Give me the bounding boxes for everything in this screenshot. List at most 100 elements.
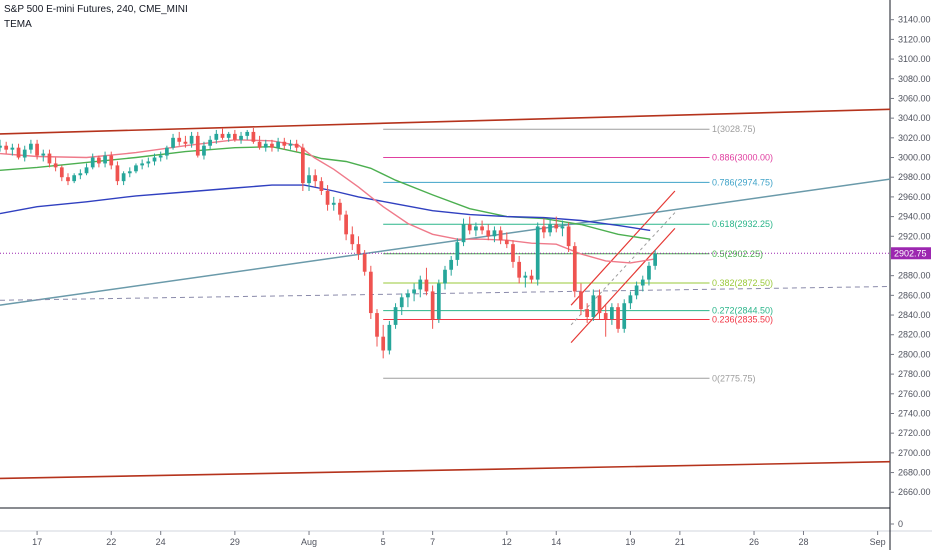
fib-level-label: 0(2775.75) <box>712 373 756 383</box>
candle-body <box>0 145 2 148</box>
y-tick-label: 3140.00 <box>898 15 931 25</box>
candle-body <box>16 147 21 158</box>
y-tick-label: 2880.00 <box>898 271 931 281</box>
candle-body <box>84 167 89 174</box>
candle-body <box>535 226 540 280</box>
y-tick-label: 3000.00 <box>898 153 931 163</box>
candle-body <box>127 171 132 174</box>
candle-body <box>220 133 225 138</box>
y-tick-label: 2700.00 <box>898 448 931 458</box>
candle-body <box>282 141 287 146</box>
candle-body <box>276 141 280 148</box>
fibonacci-retracement[interactable]: 1(3028.75) 0.886(3000.00) 0.786(2974.75) 0.… <box>383 124 773 383</box>
candle-body <box>504 240 509 245</box>
candle-body <box>467 224 472 231</box>
candle-body <box>647 265 651 280</box>
candle-body <box>406 293 410 298</box>
candle-body <box>72 175 77 182</box>
candle-body <box>331 202 336 205</box>
candle-body <box>653 254 657 266</box>
x-tick-label: 29 <box>230 537 240 547</box>
candle-body <box>90 157 95 168</box>
candle-body <box>300 147 305 184</box>
candle-body <box>399 297 404 308</box>
candle-body <box>480 226 484 231</box>
channel-lower-line <box>0 460 891 480</box>
candle-body <box>597 295 602 314</box>
fib-level-label: 1(3028.75) <box>712 124 756 134</box>
candle-body <box>257 141 262 148</box>
y-tick-label: 3120.00 <box>898 34 931 44</box>
candle-body <box>288 143 293 146</box>
ma-blue-line <box>0 184 651 232</box>
candle-body <box>103 155 107 164</box>
candle-body <box>226 133 231 138</box>
candle-body <box>566 226 571 247</box>
dashed-support-line <box>0 285 891 301</box>
candle-body <box>542 226 546 233</box>
candle-body <box>603 313 608 319</box>
candle-body <box>233 133 237 140</box>
candle-body <box>134 165 138 172</box>
candle-body <box>41 153 46 156</box>
candle-body <box>381 336 386 351</box>
y-tick-label: 3020.00 <box>898 133 931 143</box>
fib-level-label: 0.236(2835.50) <box>712 314 773 324</box>
candle-body <box>78 173 83 176</box>
candle-body <box>146 161 151 164</box>
drawings[interactable] <box>0 108 891 480</box>
candle-body <box>560 226 565 229</box>
candle-body <box>579 291 583 310</box>
candle-body <box>338 202 342 215</box>
fib-level-label: 0.618(2932.25) <box>712 219 773 229</box>
candle-body <box>251 131 256 142</box>
candle-body <box>622 303 627 329</box>
y-tick-label: 2840.00 <box>898 310 931 320</box>
trend-line <box>0 178 891 306</box>
y-tick-label: 2940.00 <box>898 212 931 222</box>
rising-channel-mid <box>570 212 676 326</box>
candle-body <box>486 230 491 237</box>
y-tick-label: 2760.00 <box>898 389 931 399</box>
candle-body <box>214 133 219 140</box>
candle-body <box>319 181 324 191</box>
candle-body <box>356 244 361 254</box>
ma-pink-line <box>0 139 656 264</box>
candle-body <box>294 143 299 148</box>
candle-body <box>158 155 163 158</box>
x-tick-label: 26 <box>749 537 759 547</box>
candle-body <box>307 175 311 184</box>
candle-body <box>53 163 58 168</box>
candle-body <box>554 224 559 229</box>
rising-channel-lower <box>570 227 676 344</box>
candles <box>0 127 657 359</box>
y-tick-label: 2920.00 <box>898 231 931 241</box>
chart-title: S&P 500 E-mini Futures, 240, CME_MINI <box>4 4 188 15</box>
fib-level-label: 0.272(2844.50) <box>712 306 773 316</box>
indicator-label[interactable]: TEMA <box>4 19 32 30</box>
candle-body <box>449 259 454 270</box>
candle-body <box>610 307 614 319</box>
candle-body <box>368 271 373 314</box>
fib-level-label: 0.5(2902.25) <box>712 249 763 259</box>
candle-body <box>511 244 515 262</box>
candle-body <box>115 165 120 182</box>
candle-body <box>66 177 70 182</box>
candle-body <box>165 147 169 156</box>
candle-body <box>443 269 447 284</box>
candle-body <box>195 135 200 156</box>
candle-body <box>140 163 145 166</box>
y-tick-label: 2780.00 <box>898 369 931 379</box>
candle-body <box>628 295 633 304</box>
y-tick-label: 2680.00 <box>898 468 931 478</box>
candle-body <box>640 279 645 286</box>
candle-body <box>591 295 596 318</box>
axes: 2660.00 2680.00 2700.00 2720.00 2740.00 2760.… <box>32 15 931 547</box>
x-tick-label: 22 <box>106 537 116 547</box>
candle-body <box>29 143 33 150</box>
candle-body <box>474 226 478 231</box>
fib-level-label: 0.786(2974.75) <box>712 177 773 187</box>
x-tick-label: 12 <box>502 537 512 547</box>
